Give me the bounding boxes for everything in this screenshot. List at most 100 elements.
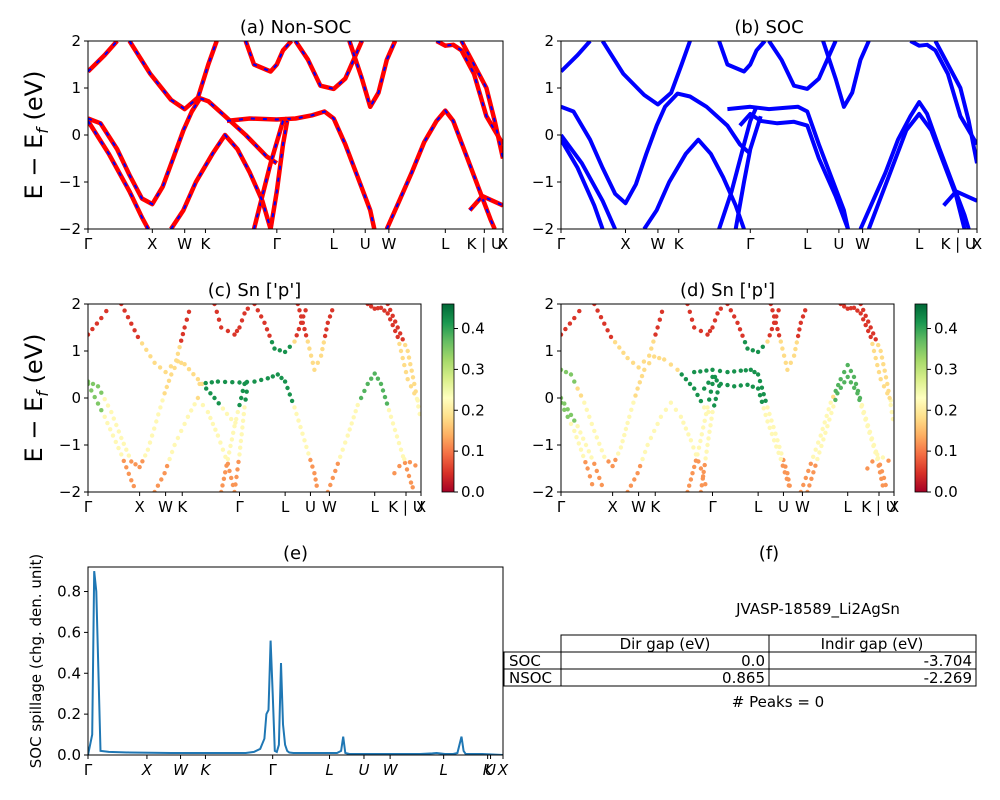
band-line-soc	[642, 137, 746, 229]
projected-point	[175, 359, 181, 364]
ytick-label: −1	[532, 173, 554, 191]
spillage-line	[88, 570, 503, 755]
table-row-nsoc-dir: 0.865	[722, 669, 765, 687]
projected-point	[880, 483, 885, 488]
projected-point	[412, 381, 417, 387]
projected-point	[255, 308, 260, 313]
projected-point	[92, 394, 97, 400]
projected-point	[89, 388, 94, 393]
colorbar-tick-label: 0.1	[934, 442, 958, 460]
projected-point	[870, 459, 875, 464]
projected-point	[236, 459, 241, 465]
projected-point	[581, 453, 586, 459]
projected-point	[232, 489, 237, 492]
band-line-soc	[909, 41, 977, 146]
projected-point	[264, 327, 270, 332]
projected-point	[708, 389, 714, 394]
projected-point	[114, 422, 119, 428]
projected-point	[806, 468, 811, 474]
xtick-label: W	[177, 235, 192, 253]
projected-point	[652, 428, 657, 434]
projected-point	[695, 392, 700, 398]
projected-point	[855, 308, 860, 313]
projected-point	[208, 415, 213, 421]
projected-point	[597, 441, 602, 446]
projected-point	[587, 474, 593, 479]
projected-point	[252, 304, 257, 307]
projected-point	[192, 402, 197, 407]
projected-point	[340, 447, 345, 452]
projected-point	[318, 353, 324, 358]
xtick-label: L	[330, 235, 339, 253]
projected-point	[703, 411, 709, 417]
projected-point	[859, 404, 864, 409]
projected-point	[698, 328, 704, 334]
projected-point	[306, 451, 311, 456]
colorbar-tick-label: 0.4	[461, 320, 485, 338]
projected-point	[771, 314, 777, 319]
projected-point	[712, 374, 718, 380]
projected-point	[877, 470, 883, 475]
projected-point	[842, 369, 847, 375]
xtick-label: L	[371, 498, 380, 516]
projected-point	[186, 367, 192, 372]
projected-point	[786, 483, 791, 488]
projected-point	[405, 377, 410, 382]
projected-point	[362, 388, 367, 394]
projected-point	[406, 473, 412, 479]
projected-point	[880, 455, 886, 460]
projected-point	[220, 483, 225, 488]
projected-point	[349, 421, 354, 426]
table-cell	[768, 668, 977, 687]
projected-point	[156, 412, 161, 417]
band-line-soc	[561, 138, 605, 229]
projected-point	[410, 375, 416, 380]
projected-point	[637, 380, 642, 385]
projected-point	[388, 307, 393, 313]
projected-point	[648, 435, 654, 441]
projected-point	[407, 460, 413, 465]
projected-point	[561, 332, 564, 337]
projected-point	[561, 395, 564, 401]
projected-point	[632, 477, 637, 482]
projected-point	[586, 449, 591, 454]
projected-point	[298, 314, 304, 319]
projected-point	[219, 325, 224, 330]
projected-point	[179, 428, 184, 434]
band-line-soc	[561, 41, 592, 73]
panel-a-bands	[88, 41, 503, 229]
projected-point	[869, 437, 874, 442]
projected-point	[294, 411, 299, 417]
projected-point	[598, 315, 604, 320]
xtick-label: U	[833, 235, 844, 253]
projected-point	[775, 438, 780, 443]
projected-point	[229, 437, 235, 442]
projected-point	[378, 381, 384, 387]
projected-point	[577, 308, 582, 314]
projected-point	[413, 389, 418, 394]
projected-point	[651, 339, 656, 344]
projected-point	[310, 360, 315, 365]
projected-point	[642, 449, 648, 455]
projected-point	[631, 400, 636, 405]
projected-point	[696, 445, 702, 450]
projected-point	[214, 309, 219, 314]
projected-point	[262, 320, 267, 325]
projected-point	[574, 435, 579, 440]
projected-point	[835, 391, 840, 396]
projected-point	[582, 400, 587, 405]
projected-point	[706, 436, 711, 441]
projected-point	[687, 483, 692, 488]
ytick-label: 0.4	[57, 664, 81, 682]
projected-point	[238, 445, 243, 450]
projected-point	[778, 456, 783, 462]
projected-point	[302, 326, 307, 332]
ytick-label: 1	[544, 342, 554, 360]
projected-point	[95, 384, 101, 389]
projected-point	[887, 395, 892, 401]
projected-point	[195, 395, 201, 401]
projected-point	[713, 396, 718, 402]
projected-point	[239, 395, 244, 401]
projected-point	[848, 368, 854, 374]
projected-point	[738, 383, 743, 388]
